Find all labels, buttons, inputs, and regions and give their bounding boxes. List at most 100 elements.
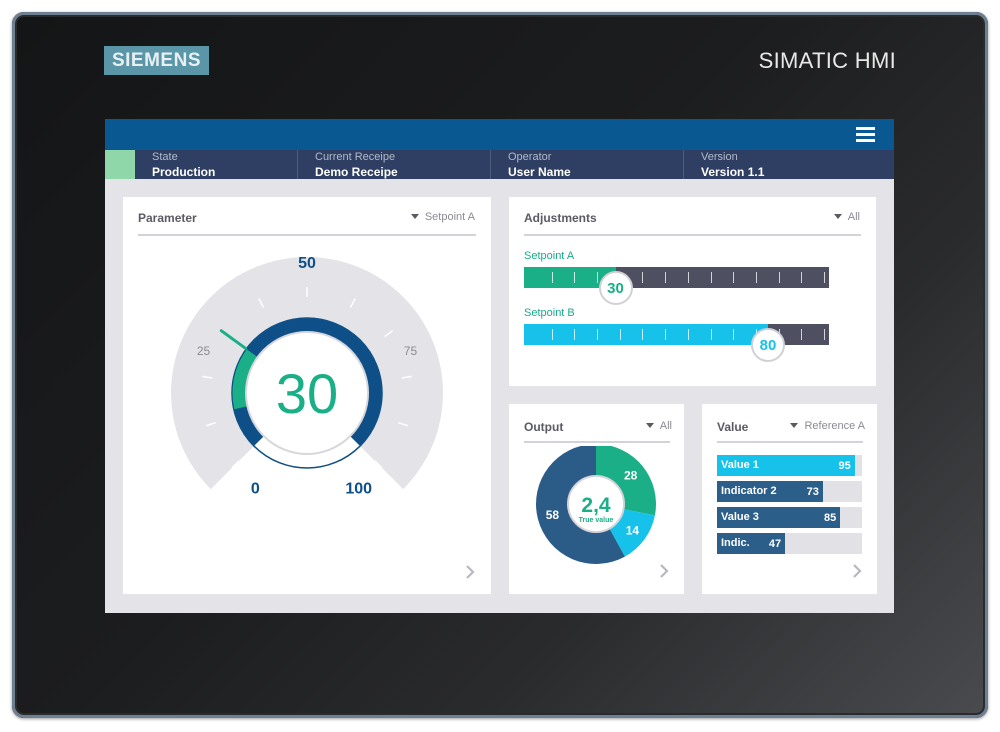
setpoint-a-label: Setpoint A (524, 250, 575, 262)
state-indicator-led (105, 150, 135, 179)
status-state-value: Production (152, 165, 216, 179)
donut-slice-label-58: 58 (546, 508, 560, 522)
gauge-tick-label-100: 100 (345, 481, 372, 498)
donut-slice-label-28: 28 (624, 468, 638, 482)
status-operator: Operator User Name (490, 150, 683, 179)
gauge-progress-arc (232, 349, 258, 410)
setpoint-a-handle[interactable]: 30 (598, 271, 633, 305)
gauge-ring-outline (231, 317, 383, 469)
slider-tick (687, 272, 689, 283)
slider-tick (574, 272, 576, 283)
value-row-name: Value 1 (721, 459, 759, 471)
gauge-tick (349, 298, 356, 308)
chevron-right-icon[interactable] (463, 565, 477, 579)
setpoint-b-fill (524, 324, 768, 345)
slider-tick (687, 329, 689, 340)
gauge-value-arc (232, 349, 258, 410)
gauge-tick-label-0: 0 (251, 481, 260, 498)
setpoint-a-fill (524, 267, 616, 288)
slider-tick (551, 272, 553, 283)
chevron-right-icon[interactable] (657, 564, 671, 578)
status-receipe-value: Demo Receipe (315, 165, 398, 179)
slider-tick (619, 329, 621, 340)
slider-tick (710, 272, 712, 283)
device-model-label: SIMATIC HMI (758, 48, 896, 73)
adjustments-filter-label: All (847, 211, 860, 223)
divider (138, 234, 476, 236)
value-row-name: Indicator 2 (721, 485, 777, 497)
value-row-name: Indic. (721, 537, 750, 549)
setpoint-a-slider[interactable] (524, 267, 829, 288)
status-version-value: Version 1.1 (701, 165, 765, 179)
slider-tick (551, 329, 553, 340)
value-panel-title: Value (717, 420, 749, 434)
value-filter-label: Reference A (804, 420, 865, 432)
output-panel-title: Output (524, 420, 564, 434)
donut-slice-label-14: 14 (626, 523, 640, 537)
slider-tick (642, 329, 644, 340)
parameter-gauge[interactable]: 30 0 25 50 75 100 (123, 237, 491, 577)
caret-down-icon (833, 213, 842, 219)
slider-tick (597, 272, 599, 283)
slider-tick (801, 272, 803, 283)
gauge-tick (205, 421, 216, 427)
parameter-panel-title: Parameter (138, 211, 197, 225)
divider (717, 441, 863, 443)
parameter-panel: Parameter Setpoint A 30 0 25 50 75 100 (123, 197, 491, 594)
slider-tick (733, 272, 735, 283)
value-row-name: Value 3 (721, 511, 759, 523)
slider-tick (733, 329, 735, 340)
status-receipe: Current Receipe Demo Receipe (297, 150, 490, 179)
slider-tick (597, 329, 599, 340)
slider-tick (778, 272, 780, 283)
gauge-tick (398, 421, 409, 427)
parameter-filter-label: Setpoint A (424, 211, 475, 223)
setpoint-b-handle[interactable]: 80 (751, 328, 785, 362)
setpoint-b-label: Setpoint B (524, 307, 575, 319)
value-row-number: 85 (824, 512, 837, 524)
gauge-tick (202, 375, 213, 379)
status-bar: State Production Current Receipe Demo Re… (105, 150, 894, 179)
status-version-label: Version (701, 151, 738, 163)
slider-tick (824, 329, 825, 340)
caret-down-icon (790, 422, 799, 428)
gauge-center (245, 331, 369, 455)
hamburger-menu-icon[interactable] (856, 127, 875, 142)
output-donut-chart[interactable]: 2,4 True value 28 14 58 (509, 446, 684, 586)
slider-tick (642, 272, 644, 283)
gauge-tick-label-75: 75 (404, 344, 418, 358)
slider-tick (824, 272, 825, 283)
value-bar-fill (717, 507, 841, 528)
hmi-screen: State Production Current Receipe Demo Re… (105, 119, 894, 613)
output-filter-dropdown[interactable]: All (645, 420, 672, 432)
gauge-value-readout: 30 (276, 362, 338, 425)
adjustments-filter-dropdown[interactable]: All (833, 211, 860, 223)
chevron-right-icon[interactable] (850, 564, 864, 578)
gauge-tick (258, 298, 265, 308)
slider-tick (665, 329, 667, 340)
gauge-needle (219, 329, 248, 350)
output-true-value-caption: True value (579, 517, 614, 524)
gauge-tick (401, 375, 412, 379)
value-bar-fill (717, 455, 855, 476)
slider-tick (665, 272, 667, 283)
caret-down-icon (645, 422, 654, 428)
value-row: Value 3 85 (717, 507, 862, 528)
output-panel: Output All 2,4 True value 28 14 58 (509, 404, 684, 594)
caret-down-icon (410, 213, 419, 219)
status-receipe-label: Current Receipe (315, 151, 396, 163)
gauge-tick-label-50: 50 (298, 255, 316, 272)
adjustments-panel: Adjustments All Setpoint A 30 Setpoint B… (509, 197, 876, 386)
value-filter-dropdown[interactable]: Reference A (790, 420, 865, 432)
output-true-value: 2,4 (581, 494, 611, 517)
slider-tick (710, 329, 712, 340)
output-filter-label: All (659, 420, 672, 432)
value-row-number: 73 (806, 486, 819, 498)
gauge-tick (231, 460, 240, 469)
slider-tick (801, 329, 803, 340)
parameter-filter-dropdown[interactable]: Setpoint A (410, 211, 475, 223)
value-row: Value 1 95 (717, 455, 862, 476)
value-row-number: 95 (838, 460, 851, 472)
gauge-tick-label-25: 25 (197, 344, 211, 358)
value-panel: Value Reference A Value 1 95 Indicator 2… (702, 404, 877, 594)
